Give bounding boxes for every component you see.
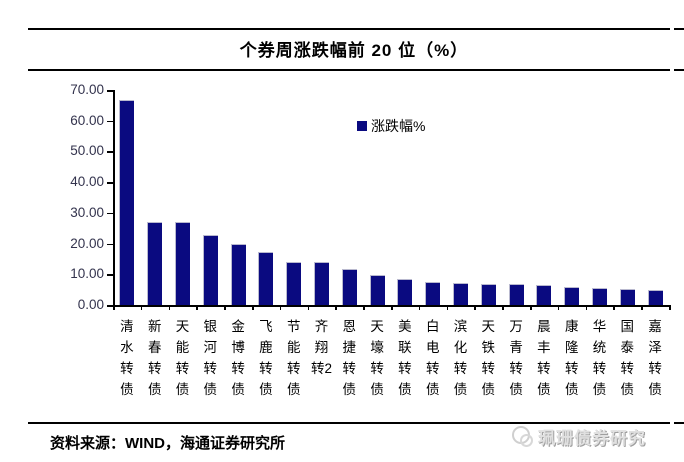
x-category-label: 齐 翔 转2	[310, 319, 332, 376]
bar	[119, 100, 135, 305]
y-axis-line	[113, 90, 115, 305]
bottom-rule	[28, 422, 670, 424]
x-category-label: 白 电 转 债	[425, 319, 440, 397]
x-category-label: 康 隆 转 债	[564, 319, 579, 397]
title-bottom-rule	[28, 69, 670, 71]
x-tick-mark	[168, 305, 171, 310]
x-category-label: 恩 捷 转 债	[342, 319, 357, 397]
x-tick-mark	[363, 305, 365, 310]
bar	[536, 285, 552, 305]
bar	[453, 283, 468, 305]
y-tick-label: 70.00	[70, 82, 104, 97]
x-category-label: 金 博 转 债	[231, 319, 245, 397]
x-category-label: 华 统 转 债	[592, 319, 607, 397]
x-category-label: 滨 化 转 债	[453, 319, 468, 397]
bar	[369, 274, 385, 305]
x-tick-mark	[418, 305, 421, 310]
x-category-label: 天 能 转 债	[175, 319, 190, 397]
x-tick-mark	[641, 305, 643, 310]
y-tick-mark	[107, 212, 113, 215]
bar	[592, 287, 607, 305]
bottom-rule-stub	[674, 422, 684, 424]
bar	[480, 283, 496, 305]
x-tick-mark	[530, 305, 532, 310]
bar	[202, 234, 218, 305]
y-tick-mark	[107, 274, 113, 276]
x-category-label: 天 壕 转 债	[370, 319, 384, 397]
x-tick-mark	[279, 305, 282, 310]
x-tick-mark	[502, 305, 504, 310]
bar	[175, 222, 190, 305]
x-category-label: 清 水 转 债	[120, 319, 134, 397]
watermark-text: 珮珊债券研究	[538, 429, 646, 448]
y-tick-label: 0.00	[77, 297, 104, 312]
x-category-label: 嘉 泽 转 债	[648, 319, 662, 397]
source-note: 资料来源：WIND，海通证券研究所	[50, 435, 285, 452]
y-tick-label: 50.00	[70, 143, 104, 159]
x-tick-mark	[140, 305, 143, 310]
x-category-label: 新 春 转 债	[147, 319, 162, 397]
y-tick-label: 10.00	[70, 266, 104, 282]
y-tick-label: 40.00	[70, 174, 104, 190]
bar	[258, 252, 274, 305]
top-rule	[28, 28, 670, 30]
y-tick-label: 60.00	[70, 112, 104, 128]
y-tick-label: 30.00	[70, 204, 104, 220]
x-tick-mark	[669, 305, 671, 310]
y-tick-mark	[107, 305, 113, 307]
x-category-label: 国 泰 转 债	[620, 319, 635, 397]
watermark-logo-icon	[512, 425, 538, 449]
bar	[619, 288, 635, 305]
watermark: 珮珊债券研究	[512, 424, 646, 449]
x-tick-mark	[613, 305, 615, 310]
bar	[564, 286, 580, 305]
legend-label: 涨跌幅%	[371, 118, 426, 134]
y-tick-mark	[107, 182, 113, 184]
x-tick-mark	[252, 305, 254, 310]
x-tick-mark	[557, 305, 560, 310]
bar	[147, 222, 163, 305]
bar	[647, 289, 663, 305]
x-tick-mark	[474, 305, 476, 310]
x-tick-mark	[335, 305, 337, 310]
x-category-label: 美 联 转 债	[398, 319, 412, 397]
y-tick-mark	[107, 120, 113, 123]
bar	[286, 261, 302, 305]
x-tick-mark	[585, 305, 588, 310]
bar	[230, 243, 246, 305]
x-category-label: 银 河 转 债	[203, 319, 218, 397]
x-tick-mark	[113, 305, 115, 310]
chart-title: 个券周涨跌幅前 20 位（%）	[239, 41, 469, 60]
bar	[397, 279, 413, 305]
x-tick-mark	[224, 305, 226, 310]
bar	[425, 281, 441, 305]
top-rule-stub	[674, 28, 684, 30]
x-tick-mark	[446, 305, 449, 310]
chart-legend: 涨跌幅%	[357, 116, 425, 136]
x-category-label: 万 青 转 债	[509, 319, 523, 397]
legend-swatch-icon	[357, 121, 367, 131]
x-tick-mark	[307, 305, 310, 310]
y-tick-mark	[107, 243, 113, 246]
bar	[341, 269, 357, 305]
x-tick-mark	[196, 305, 198, 310]
y-tick-mark	[107, 151, 113, 153]
x-category-label: 天 铁 转 债	[481, 319, 496, 397]
bar	[508, 284, 524, 305]
y-tick-label: 20.00	[70, 235, 104, 251]
y-tick-mark	[107, 90, 113, 92]
x-tick-mark	[391, 305, 393, 310]
x-category-label: 晨 丰 转 债	[537, 319, 551, 397]
bar	[314, 262, 329, 305]
title-bottom-rule-stub	[674, 69, 684, 71]
x-category-label: 节 能 转 债	[286, 319, 301, 397]
x-category-label: 飞 鹿 转 债	[259, 319, 273, 397]
